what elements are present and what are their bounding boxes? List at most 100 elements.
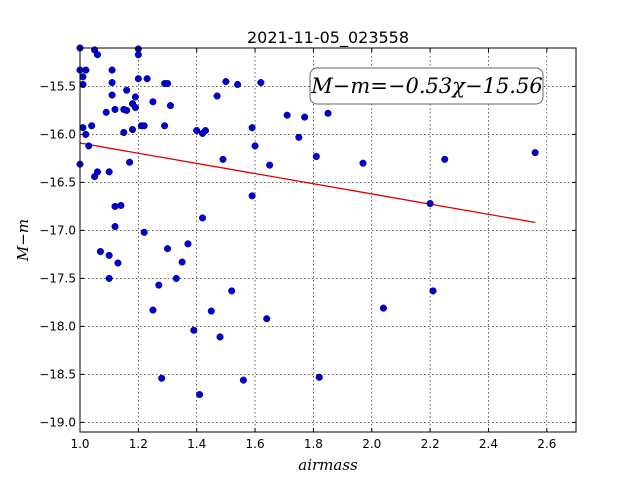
data-point (213, 92, 221, 100)
data-point (315, 373, 323, 381)
data-point (140, 228, 148, 236)
data-point (126, 158, 134, 166)
data-point (216, 333, 224, 341)
data-point (359, 159, 367, 167)
y-tick-label: −17.0 (39, 223, 76, 237)
chart-title: 2021-11-05_023558 (247, 28, 409, 48)
data-point (108, 66, 116, 74)
plot-area: 1.0 1.2 1.4 1.6 1.8 2.0 2.2 2.4 2.6 −15.5−16.0−1… (39, 44, 577, 451)
data-point (239, 376, 247, 384)
data-point (257, 79, 265, 87)
data-point (190, 326, 198, 334)
data-point (248, 124, 256, 132)
data-point (228, 287, 236, 295)
data-point (172, 274, 180, 282)
x-tick-label: 2.2 (421, 437, 440, 451)
x-tick-label: 1.6 (246, 437, 265, 451)
data-point (117, 201, 125, 209)
data-point (114, 259, 122, 267)
data-point (88, 122, 96, 130)
data-point (531, 149, 539, 157)
data-point (295, 133, 303, 141)
data-point (105, 251, 113, 259)
data-point (441, 155, 449, 163)
fit-annotation-box (309, 67, 544, 105)
data-point (96, 247, 104, 256)
data-point (79, 124, 87, 132)
data-point (149, 306, 157, 314)
y-tick-label: −17.5 (39, 271, 76, 285)
data-point (219, 155, 227, 163)
y-tick-label: −18.5 (39, 367, 76, 381)
fit-annotation-text: M−m=−0.53χ−15.56 (310, 74, 542, 98)
y-tick-label: −15.5 (39, 79, 76, 93)
data-point (426, 199, 434, 208)
y-tick-label: −18.0 (39, 319, 76, 333)
x-tick-label: 2.0 (362, 437, 381, 451)
data-point (263, 315, 271, 323)
data-point (93, 51, 102, 59)
data-point (266, 161, 274, 169)
x-tick-label: 1.4 (187, 437, 206, 451)
data-point (108, 91, 116, 99)
data-point (105, 274, 113, 282)
y-tick-label: −16.0 (39, 127, 76, 141)
data-point (134, 75, 142, 83)
data-point (161, 122, 169, 130)
data-point (108, 79, 116, 87)
data-point (222, 78, 230, 86)
x-axis-ticks: 1.0 1.2 1.4 1.6 1.8 2.0 2.2 2.4 2.6 (70, 48, 556, 451)
data-point (207, 307, 215, 315)
data-point (120, 128, 128, 137)
data-point (283, 111, 291, 119)
data-point (178, 258, 186, 266)
data-point (128, 126, 137, 134)
data-point (201, 127, 210, 135)
data-point (184, 240, 192, 248)
x-tick-label: 1.0 (70, 437, 89, 451)
data-points (76, 44, 539, 399)
data-point (155, 281, 163, 289)
data-point (166, 102, 174, 110)
data-point (324, 109, 332, 117)
data-point (149, 98, 157, 106)
grid-lines (80, 48, 576, 432)
x-tick-label: 1.8 (304, 437, 323, 451)
data-point (82, 66, 90, 74)
data-point (102, 108, 110, 116)
data-point (140, 122, 148, 130)
data-point (158, 374, 166, 382)
data-point (379, 304, 387, 312)
data-point (123, 86, 131, 94)
data-point (312, 152, 320, 161)
data-point (163, 79, 172, 88)
x-tick-label: 2.4 (479, 437, 498, 451)
data-point (143, 75, 151, 83)
data-point (131, 103, 139, 112)
y-tick-label: −19.0 (39, 415, 76, 429)
fit-annotation: M−m=−0.53χ−15.56 (309, 67, 544, 105)
data-point (111, 202, 119, 210)
x-tick-label: 1.2 (129, 437, 148, 451)
data-point (105, 168, 113, 176)
data-point (429, 287, 437, 295)
x-tick-label: 2.6 (537, 437, 556, 451)
y-tick-label: −16.5 (39, 175, 76, 189)
data-point (111, 223, 119, 231)
y-axis-title: M−m (14, 219, 32, 262)
plot-frame (79, 47, 577, 433)
y-axis-ticks: −15.5 −16.0 −16.5 −17.0 −17.5 −18.0 −18.5 −19.0 (39, 79, 576, 429)
fit-line-layer (79, 142, 536, 224)
data-point (93, 168, 102, 176)
data-point (131, 93, 139, 101)
x-axis-title: airmass (298, 456, 358, 474)
data-point (123, 106, 131, 114)
data-point (163, 245, 172, 253)
data-point (251, 142, 259, 150)
fit-line (79, 142, 536, 224)
data-point (79, 73, 87, 81)
data-point (111, 105, 119, 113)
data-point (248, 192, 256, 200)
data-point (301, 113, 309, 121)
